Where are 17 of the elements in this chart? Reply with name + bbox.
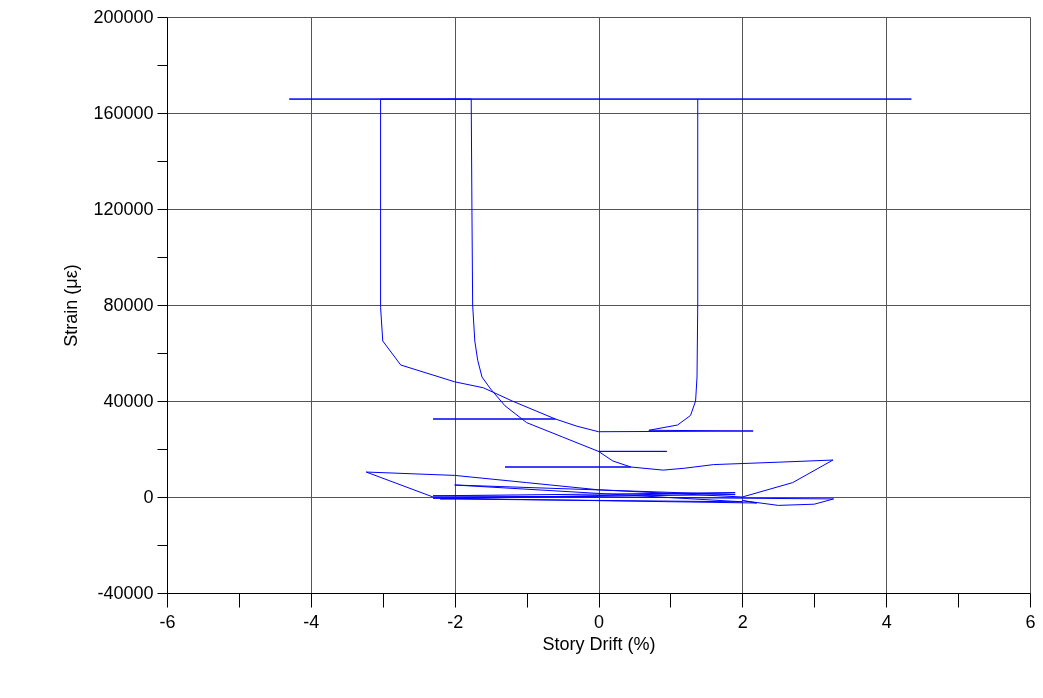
y-tick-label: 200000	[93, 6, 154, 27]
y-tick-label: 160000	[93, 102, 154, 123]
y-tick-label: 120000	[93, 198, 154, 219]
x-tick-label: 2	[737, 611, 748, 632]
y-tick-label: 40000	[103, 390, 154, 411]
x-tick-label: -2	[447, 611, 464, 632]
x-tick-label: 4	[881, 611, 892, 632]
x-tick-label: -4	[303, 611, 320, 632]
x-tick-label: 0	[593, 611, 605, 632]
x-tick-label: -6	[159, 611, 176, 632]
y-tick-label: 0	[143, 486, 154, 507]
y-axis-title: Strain (με)	[61, 264, 82, 347]
y-tick-label: 80000	[103, 294, 154, 315]
y-tick-label: -40000	[97, 582, 154, 603]
x-axis-title: Story Drift (%)	[542, 633, 656, 654]
line-series	[288, 98, 912, 506]
x-tick-label: 6	[1025, 611, 1036, 632]
